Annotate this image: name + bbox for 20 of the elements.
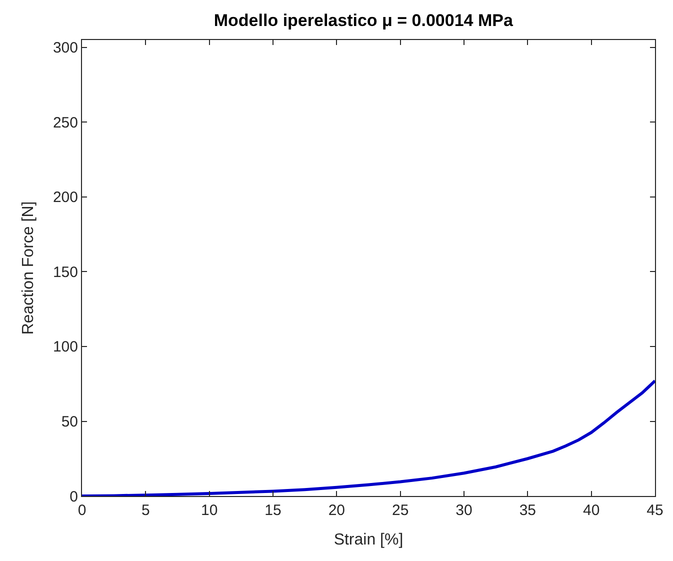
x-tick-label: 45 xyxy=(646,502,664,519)
x-tick-label: 25 xyxy=(392,502,409,519)
line-series xyxy=(82,379,655,496)
x-tick-label: 35 xyxy=(519,502,536,519)
y-axis-title: Reaction Force [N] xyxy=(20,201,37,335)
x-tick-label: 40 xyxy=(582,502,600,519)
y-tick-label: 0 xyxy=(70,488,78,506)
y-tick-label: 100 xyxy=(52,338,78,356)
x-tick-label: 20 xyxy=(328,502,346,519)
x-tick-label: 5 xyxy=(142,502,150,519)
y-tick-label: 50 xyxy=(61,414,78,430)
y-tick-label: 200 xyxy=(52,189,78,206)
x-axis-title: Strain [%] xyxy=(334,532,404,549)
x-tick-label: 30 xyxy=(456,502,472,519)
x-tick-label: 15 xyxy=(264,502,282,519)
y-tick-label: 250 xyxy=(52,114,78,132)
x-tick-label: 10 xyxy=(200,502,218,519)
y-tick-label: 150 xyxy=(52,264,78,281)
chart-title: Modello iperelastico μ = 0.00014 MPa xyxy=(214,10,514,30)
y-tick-label: 300 xyxy=(52,40,78,57)
